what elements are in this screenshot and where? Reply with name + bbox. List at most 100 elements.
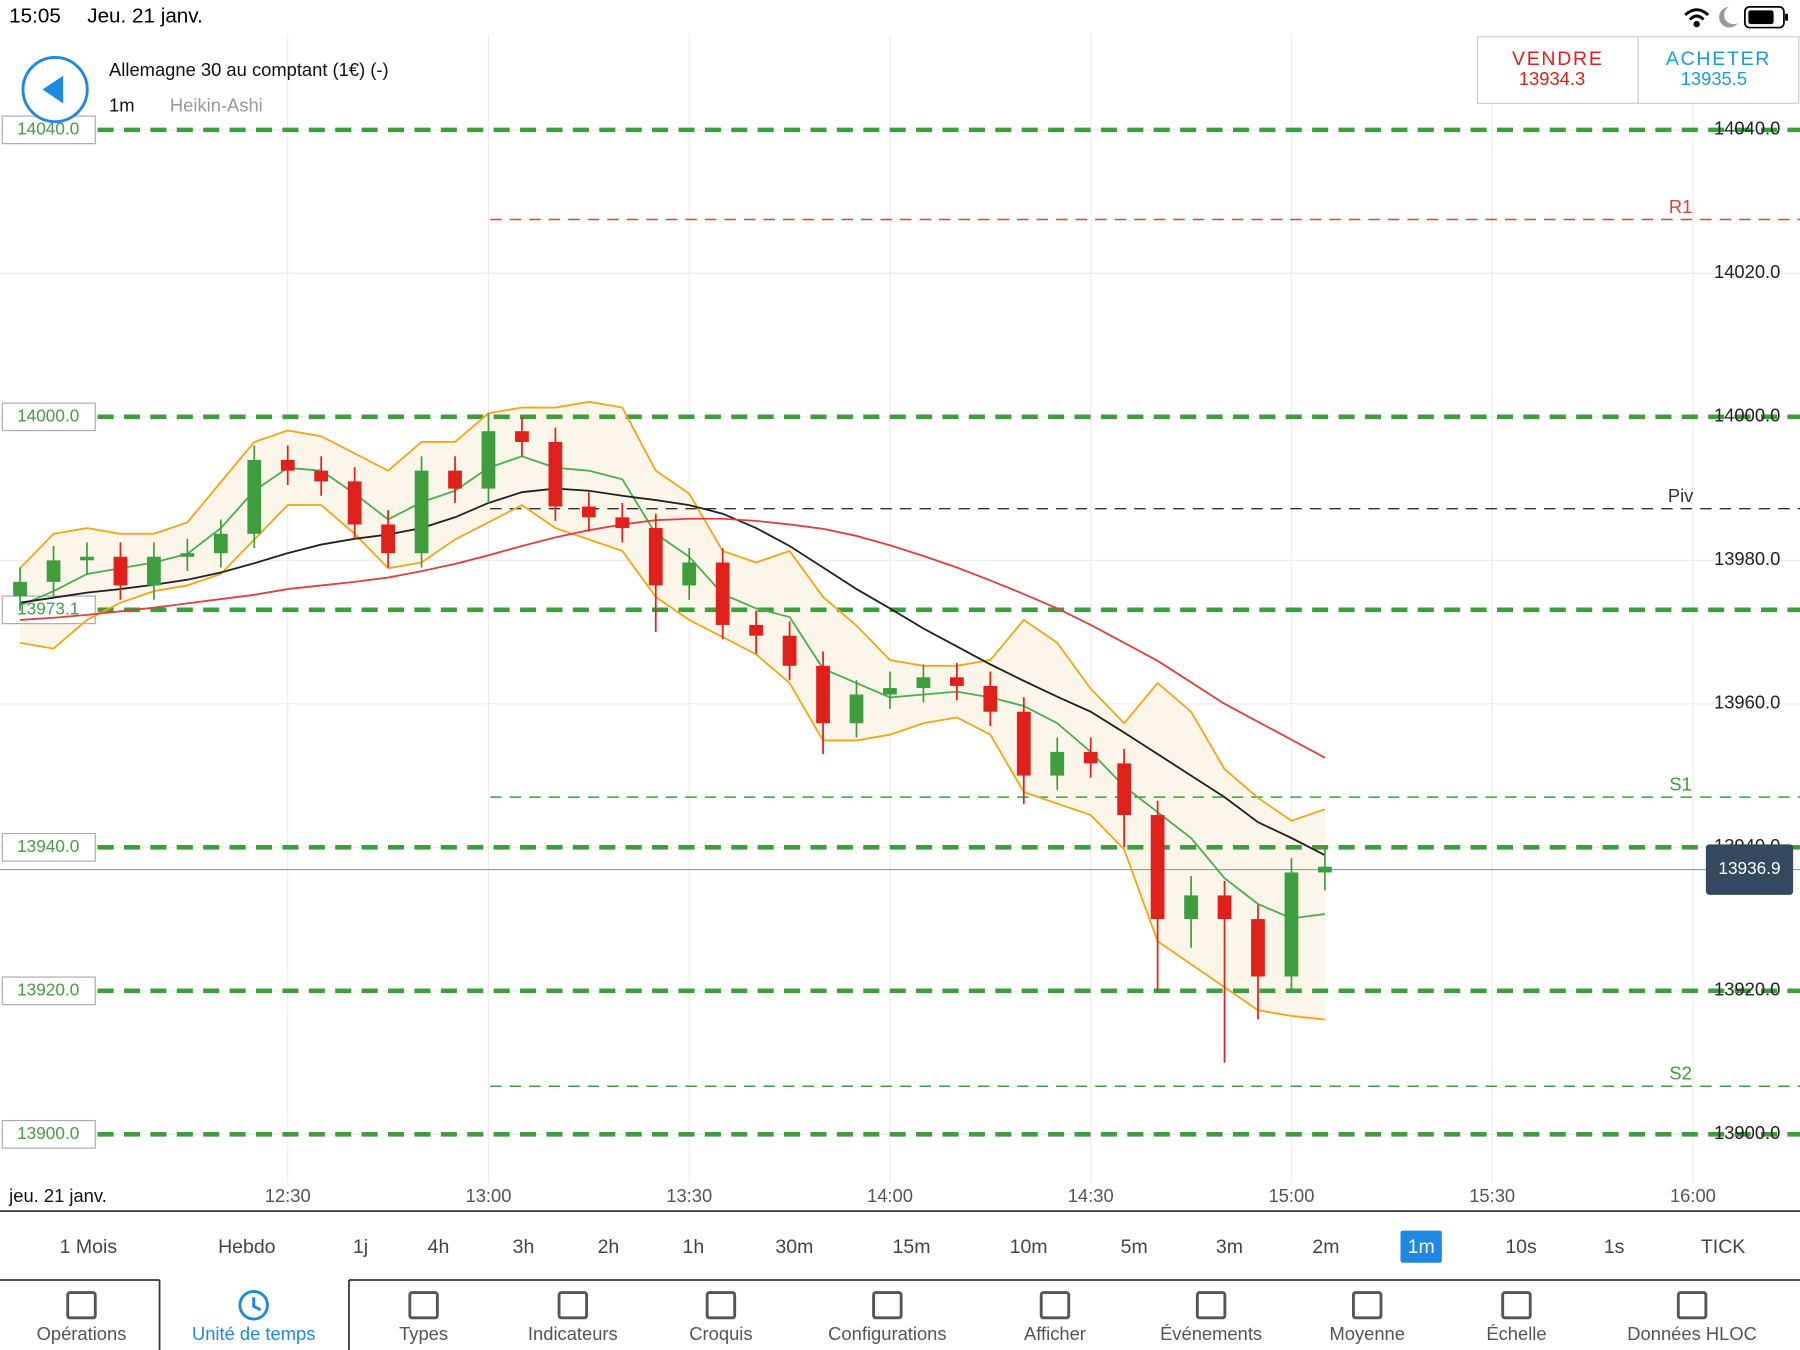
sell-label[interactable]: VENDRE: [1512, 48, 1604, 70]
alert-level-box[interactable]: [1, 832, 96, 862]
candle-body: [515, 431, 529, 442]
current-price-label: 13936.9: [1718, 858, 1780, 878]
timeframe-option[interactable]: 1j: [353, 1236, 368, 1258]
toolbar-label[interactable]: Échelle: [1486, 1323, 1546, 1344]
timeframe-selected-bg[interactable]: [1400, 1230, 1442, 1263]
candle-body: [648, 528, 663, 586]
toolbar-label[interactable]: Types: [399, 1323, 448, 1344]
timeframe-option[interactable]: 2h: [598, 1236, 620, 1258]
pivot-label: R1: [1669, 196, 1692, 217]
toolbar-button[interactable]: Configurations: [828, 1291, 947, 1344]
candle-body: [816, 665, 830, 724]
candle-body: [1117, 763, 1132, 816]
timeframe-option[interactable]: 10s: [1505, 1236, 1537, 1258]
sell-button[interactable]: VENDRE 13934.3: [1512, 48, 1604, 89]
alert-level-box[interactable]: [1, 402, 96, 432]
timeframe-option[interactable]: 1s: [1604, 1236, 1625, 1258]
alert-level-label[interactable]: 14000.0: [17, 405, 79, 425]
toolbar-icon-hands[interactable]: [252, 1297, 262, 1312]
pivot-label: S2: [1669, 1063, 1691, 1084]
date-label-bg: [0, 1183, 122, 1209]
alert-level-label[interactable]: 13900.0: [17, 1123, 79, 1143]
y-tick-label: 14040.0: [1714, 118, 1780, 139]
sell-price[interactable]: 13934.3: [1519, 68, 1585, 89]
alert-level-box[interactable]: [1, 1119, 96, 1149]
toolbar-button[interactable]: Croquis: [689, 1291, 753, 1344]
pivot-label: S1: [1669, 773, 1691, 794]
toolbar-icon[interactable]: [557, 1291, 589, 1320]
toolbar-icon[interactable]: [1352, 1291, 1383, 1320]
toolbar-button[interactable]: Échelle: [1486, 1291, 1547, 1344]
battery-icon: [1744, 6, 1788, 29]
toolbar-label[interactable]: Données HLOC: [1627, 1323, 1757, 1344]
toolbar-button[interactable]: Événements: [1160, 1291, 1262, 1344]
alert-level-label[interactable]: 13920.0: [17, 979, 79, 999]
toolbar-label[interactable]: Moyenne: [1329, 1323, 1405, 1344]
toolbar-button[interactable]: Données HLOC: [1627, 1291, 1757, 1344]
toolbar-label[interactable]: Afficher: [1024, 1323, 1086, 1344]
toolbar-label[interactable]: Croquis: [689, 1323, 752, 1344]
toolbar-button[interactable]: Types: [399, 1291, 448, 1344]
x-tick-label: 13:00: [465, 1185, 511, 1206]
buy-button[interactable]: ACHETER 13935.5: [1666, 48, 1771, 89]
toolbar-button[interactable]: Indicateurs: [528, 1291, 618, 1344]
instrument-title: Allemagne 30 au comptant (1€) (-): [109, 59, 389, 80]
timeframe-option[interactable]: 1m: [1408, 1236, 1435, 1258]
toolbar-icon[interactable]: [1195, 1291, 1227, 1320]
x-tick-label: 15:00: [1268, 1185, 1314, 1206]
timeframe-option[interactable]: Hebdo: [218, 1236, 276, 1258]
candle-body: [1318, 866, 1332, 873]
candle-body: [481, 431, 496, 489]
y-tick-label: 13960.0: [1714, 692, 1780, 713]
alert-level-label[interactable]: 14040.0: [17, 118, 79, 138]
alert-level-box[interactable]: [1, 595, 96, 625]
timeframe-label: 1m: [109, 95, 135, 116]
toolbar-button[interactable]: Unité de temps: [192, 1290, 315, 1344]
toolbar-icon[interactable]: [705, 1291, 737, 1320]
toolbar-icon[interactable]: [1039, 1291, 1071, 1320]
x-tick-label: 15:30: [1469, 1185, 1515, 1206]
toolbar-icon[interactable]: [66, 1291, 97, 1320]
candle-body: [916, 677, 931, 689]
toolbar-icon[interactable]: [872, 1291, 903, 1320]
toolbar-icon[interactable]: [408, 1291, 439, 1320]
candle-body: [314, 470, 329, 482]
candle-body: [749, 624, 764, 636]
timeframe-option[interactable]: 30m: [775, 1236, 813, 1258]
toolbar-label[interactable]: Événements: [1160, 1323, 1262, 1344]
timeframe-bar: 1 Mois Hebdo 1j 4h 3h 2h 1h 30m 15m 10m 5m 3m 2m 1m 10…: [60, 1230, 1745, 1263]
buy-price[interactable]: 13935.5: [1681, 68, 1747, 89]
alert-level-box[interactable]: [1, 976, 96, 1006]
toolbar-label[interactable]: Configurations: [828, 1323, 946, 1344]
buy-label[interactable]: ACHETER: [1666, 48, 1771, 70]
timeframe-option[interactable]: 3m: [1216, 1236, 1243, 1258]
timeframe-option[interactable]: 10m: [1010, 1236, 1048, 1258]
candle-body: [213, 533, 228, 554]
timeframe-option[interactable]: 5m: [1121, 1236, 1148, 1258]
toolbar-button[interactable]: Moyenne: [1329, 1291, 1405, 1344]
timeframe-option[interactable]: 2m: [1312, 1236, 1339, 1258]
timeframe-option[interactable]: 1h: [683, 1236, 705, 1258]
pivot-label: Piv: [1668, 485, 1694, 506]
x-tick-label: 14:30: [1068, 1185, 1114, 1206]
toolbar-label[interactable]: Unité de temps: [192, 1323, 315, 1344]
quote-box: [1476, 36, 1800, 104]
back-button[interactable]: [21, 55, 89, 124]
toolbar-icon[interactable]: [1676, 1291, 1708, 1320]
candle-body: [983, 685, 998, 712]
timeframe-option[interactable]: 4h: [428, 1236, 450, 1258]
timeframe-option[interactable]: 1 Mois: [60, 1236, 118, 1258]
toolbar-label[interactable]: Indicateurs: [528, 1323, 618, 1344]
toolbar-button[interactable]: Opérations: [37, 1291, 127, 1344]
chart-area: 12:30 13:00 13:30 14:00 14:30 15:00 15:30 16:00…: [0, 34, 1800, 1209]
toolbar-label[interactable]: Opérations: [37, 1323, 127, 1344]
timeframe-option[interactable]: 3h: [513, 1236, 535, 1258]
timeframe-option[interactable]: TICK: [1701, 1236, 1745, 1258]
toolbar-icon[interactable]: [238, 1290, 269, 1321]
timeframe-option[interactable]: 15m: [893, 1236, 931, 1258]
candle-body: [280, 459, 295, 471]
toolbar-icon[interactable]: [1501, 1291, 1532, 1320]
toolbar-button[interactable]: Afficher: [1024, 1291, 1086, 1344]
alert-level-label[interactable]: 13973.1: [17, 598, 79, 618]
alert-level-label[interactable]: 13940.0: [17, 836, 79, 856]
